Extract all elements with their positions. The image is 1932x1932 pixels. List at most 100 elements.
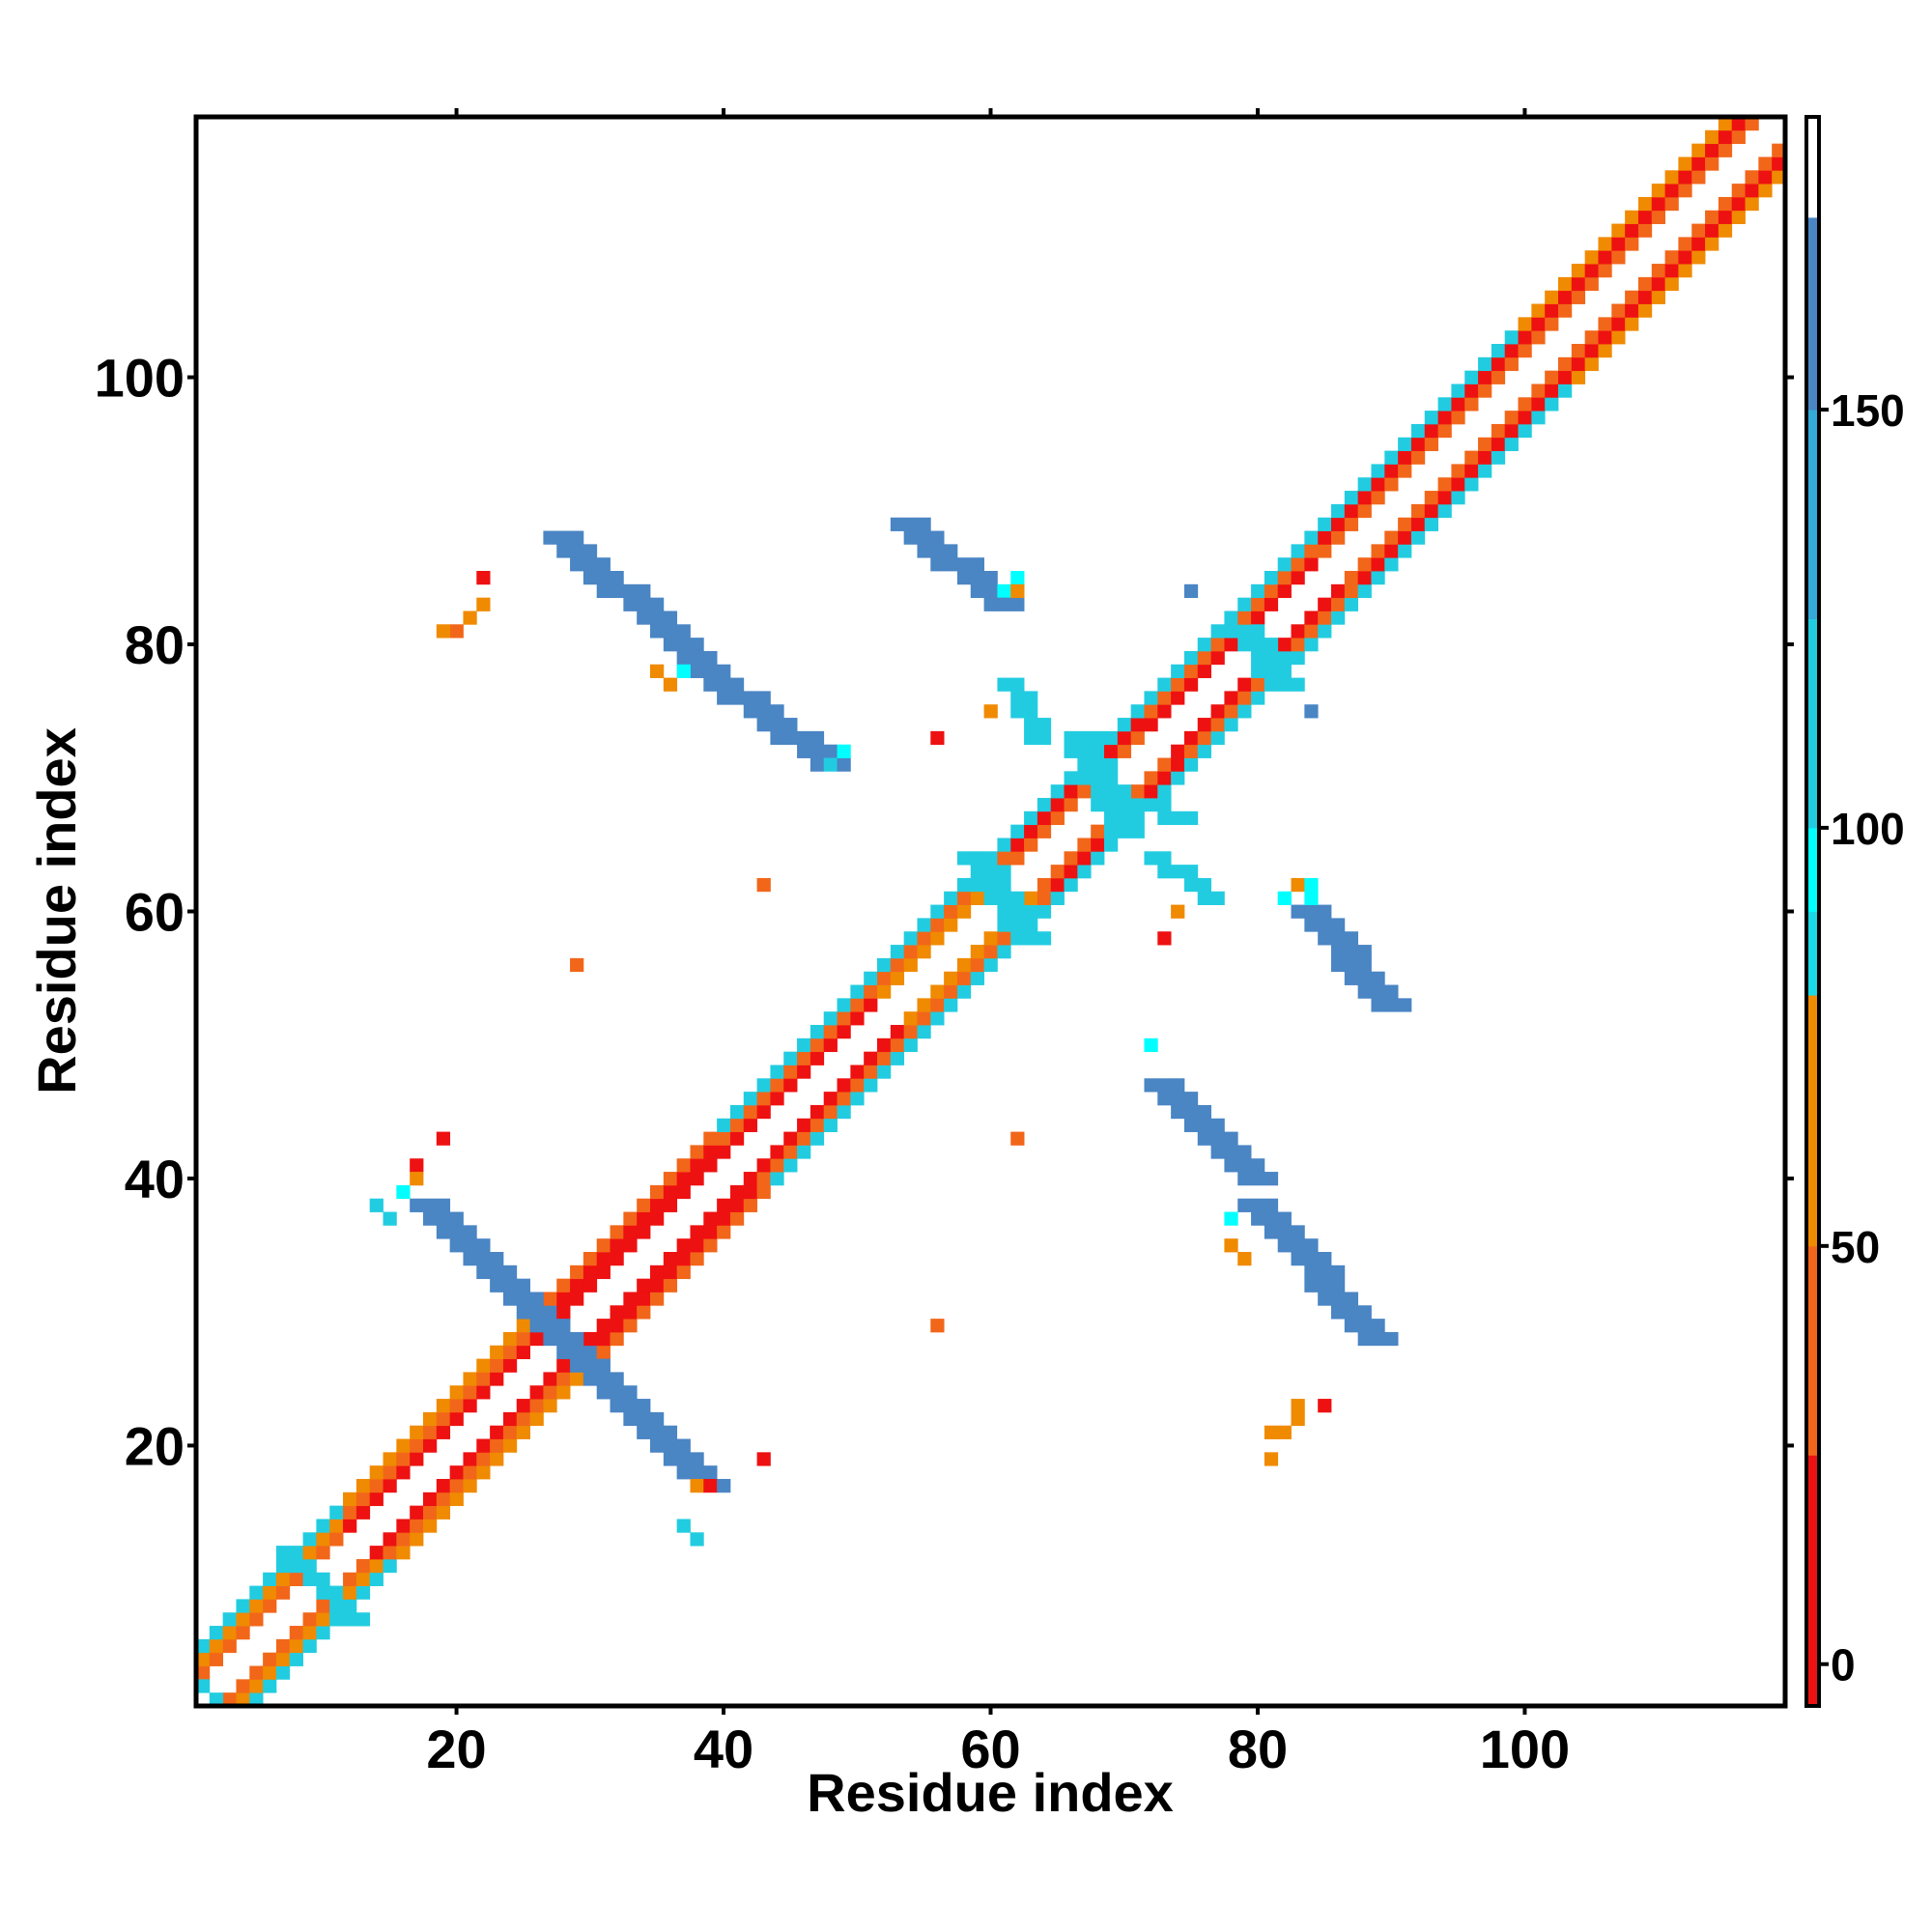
heatmap-cell xyxy=(623,583,638,599)
heatmap-cell xyxy=(516,1319,530,1333)
heatmap-cell xyxy=(1558,356,1573,372)
heatmap-cell xyxy=(1357,1319,1372,1333)
heatmap-cell xyxy=(690,1145,704,1159)
heatmap-cell xyxy=(1251,597,1265,611)
y-tick-label: 20 xyxy=(125,1415,185,1476)
heatmap-cell xyxy=(850,984,865,999)
heatmap-cell xyxy=(1371,557,1385,572)
heatmap-cell xyxy=(703,1211,718,1226)
heatmap-cell xyxy=(1318,611,1332,625)
heatmap-cell xyxy=(476,571,491,585)
heatmap-cell xyxy=(676,664,691,678)
heatmap-cell xyxy=(1010,838,1025,852)
heatmap-cell xyxy=(570,1331,584,1347)
heatmap-cell xyxy=(1010,571,1025,585)
heatmap-cell xyxy=(1183,877,1199,893)
heatmap-cell xyxy=(476,1385,491,1400)
heatmap-cell xyxy=(1691,250,1706,265)
heatmap-cell xyxy=(369,1558,384,1574)
heatmap-cell xyxy=(1171,691,1185,705)
heatmap-cell xyxy=(1037,810,1052,826)
heatmap-cell xyxy=(930,984,945,999)
heatmap-cell xyxy=(1745,184,1759,198)
heatmap-cell xyxy=(623,1225,638,1239)
heatmap-cell xyxy=(1504,356,1519,372)
heatmap-cell xyxy=(1371,477,1385,492)
heatmap-cell xyxy=(1678,170,1692,185)
heatmap-cell xyxy=(1318,918,1332,932)
heatmap-cell xyxy=(637,1211,651,1226)
heatmap-cell xyxy=(570,557,584,572)
heatmap-cell xyxy=(355,1558,371,1574)
heatmap-cell xyxy=(917,931,931,946)
heatmap-cell xyxy=(756,1104,771,1120)
heatmap-cell xyxy=(209,1626,224,1640)
heatmap-cell xyxy=(1117,810,1132,826)
heatmap-cell xyxy=(690,1172,704,1186)
heatmap-cell xyxy=(1318,1399,1332,1413)
heatmap-cell xyxy=(1384,1331,1399,1347)
heatmap-cell xyxy=(1183,583,1199,599)
heatmap-cell xyxy=(1651,210,1665,224)
heatmap-cell xyxy=(717,1131,731,1146)
heatmap-cell xyxy=(650,1211,665,1226)
heatmap-cell xyxy=(1344,597,1359,611)
heatmap-cell xyxy=(650,1411,665,1427)
heatmap-cell xyxy=(396,1438,411,1453)
heatmap-cell xyxy=(1357,971,1372,985)
heatmap-cell xyxy=(1104,810,1119,826)
heatmap-cell xyxy=(1157,1078,1172,1093)
heatmap-cell xyxy=(983,571,998,585)
heatmap-cell xyxy=(1304,557,1319,572)
heatmap-cell xyxy=(1331,931,1346,946)
heatmap-cell xyxy=(1117,744,1132,758)
heatmap-cell xyxy=(570,1278,584,1293)
heatmap-cell xyxy=(1304,918,1319,932)
heatmap-cell xyxy=(1344,491,1359,505)
colorbar-bands xyxy=(1806,117,1819,1707)
heatmap-cell xyxy=(810,1131,825,1146)
heatmap-cell xyxy=(1237,1145,1252,1159)
heatmap-cell xyxy=(1331,957,1346,973)
heatmap-cell xyxy=(1064,877,1078,893)
heatmap-cell xyxy=(209,1652,224,1666)
heatmap-cell xyxy=(1344,957,1359,973)
heatmap-cell xyxy=(410,1532,424,1547)
heatmap-cell xyxy=(970,877,984,893)
heatmap-cell xyxy=(970,971,984,985)
heatmap-cell xyxy=(1437,397,1452,412)
heatmap-cell xyxy=(490,1252,504,1266)
heatmap-cell xyxy=(663,611,678,625)
heatmap-cell xyxy=(877,971,892,985)
heatmap-cell xyxy=(1091,730,1105,746)
heatmap-cell xyxy=(1705,156,1719,171)
heatmap-cell xyxy=(970,945,984,959)
y-tick-label: 80 xyxy=(125,614,185,675)
heatmap-cell xyxy=(930,931,945,946)
heatmap-cell xyxy=(756,1078,771,1093)
heatmap-cell xyxy=(476,1372,491,1386)
heatmap-cell xyxy=(543,1372,557,1386)
heatmap-cell xyxy=(663,1425,678,1439)
heatmap-cell xyxy=(355,1492,371,1507)
heatmap-cell xyxy=(676,1158,691,1173)
heatmap-cell xyxy=(690,1225,704,1239)
heatmap-cell xyxy=(1344,971,1359,985)
heatmap-cell xyxy=(1331,503,1346,519)
heatmap-cell xyxy=(1291,904,1305,919)
heatmap-cell xyxy=(1344,1292,1359,1306)
heatmap-cell xyxy=(329,1532,344,1547)
heatmap-cell xyxy=(1304,624,1319,639)
heatmap-cell xyxy=(637,1198,651,1212)
heatmap-cell xyxy=(436,1225,451,1239)
heatmap-cell xyxy=(249,1585,264,1600)
heatmap-cell xyxy=(1144,771,1158,785)
heatmap-cell xyxy=(637,611,651,625)
heatmap-cell xyxy=(637,1278,651,1293)
heatmap-cell xyxy=(956,571,972,585)
heatmap-cell xyxy=(997,877,1011,893)
heatmap-cell xyxy=(1171,1104,1185,1120)
heatmap-cell xyxy=(316,1612,330,1627)
heatmap-cell xyxy=(756,718,771,732)
heatmap-cell xyxy=(556,1305,571,1320)
